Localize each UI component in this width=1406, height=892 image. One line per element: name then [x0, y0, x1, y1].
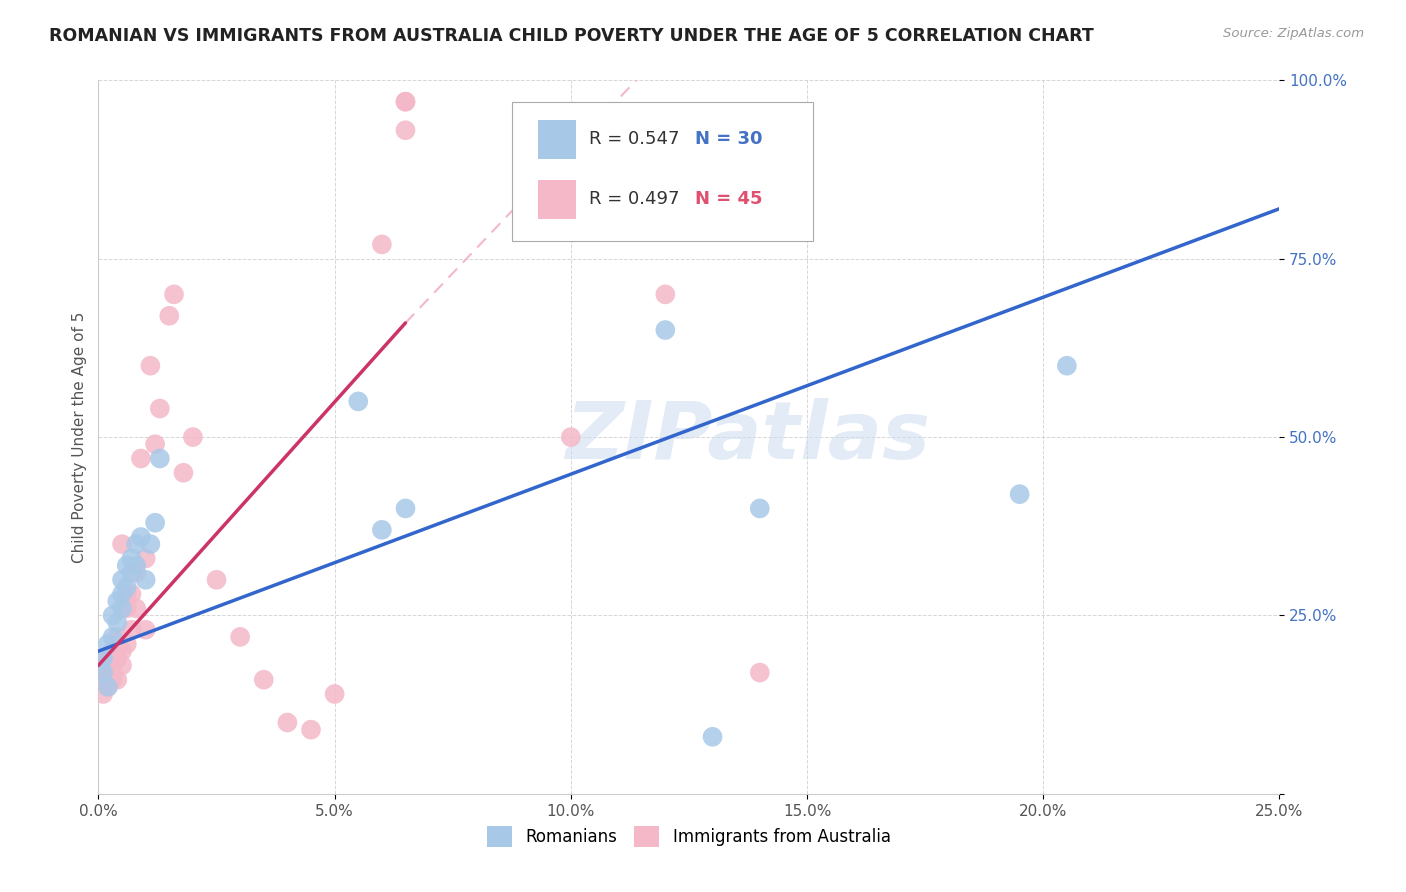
Point [115, 580, 138, 594]
Point [91, 651, 114, 665]
Point [702, 730, 724, 744]
Point [111, 658, 134, 673]
Point [1056, 359, 1078, 373]
Legend: Romanians, Immigrants from Australia: Romanians, Immigrants from Australia [481, 820, 897, 854]
Point [135, 551, 157, 566]
Point [101, 644, 124, 658]
Point [149, 401, 172, 416]
Point [181, 430, 204, 444]
Point [748, 665, 770, 680]
Y-axis label: Child Poverty Under the Age of 5: Child Poverty Under the Age of 5 [72, 311, 87, 563]
Point [299, 723, 322, 737]
FancyBboxPatch shape [512, 102, 813, 241]
Point [97, 651, 120, 665]
Point [323, 687, 346, 701]
Point [115, 558, 138, 573]
Point [371, 523, 394, 537]
Point [111, 537, 134, 551]
Point [253, 673, 276, 687]
Point [101, 608, 124, 623]
Point [135, 623, 157, 637]
Point [101, 630, 124, 644]
Point [125, 537, 148, 551]
Text: Source: ZipAtlas.com: Source: ZipAtlas.com [1223, 27, 1364, 40]
Point [394, 501, 416, 516]
Point [115, 637, 138, 651]
Text: R = 0.547: R = 0.547 [589, 130, 679, 148]
Point [121, 551, 143, 566]
Point [347, 394, 370, 409]
Point [91, 687, 114, 701]
Text: N = 30: N = 30 [695, 130, 762, 148]
Point [105, 615, 128, 630]
Point [394, 123, 416, 137]
Point [105, 673, 128, 687]
Point [654, 323, 676, 337]
Point [1008, 487, 1031, 501]
Point [654, 287, 676, 301]
Point [748, 501, 770, 516]
Point [139, 537, 162, 551]
Point [91, 665, 114, 680]
Point [135, 573, 157, 587]
Point [115, 601, 138, 615]
Point [97, 680, 120, 694]
Point [105, 630, 128, 644]
Point [125, 558, 148, 573]
Point [560, 430, 582, 444]
Point [139, 359, 162, 373]
FancyBboxPatch shape [537, 180, 575, 219]
Point [129, 530, 152, 544]
Point [163, 287, 186, 301]
Point [111, 644, 134, 658]
Point [121, 587, 143, 601]
Point [143, 437, 166, 451]
Point [105, 651, 128, 665]
Text: N = 45: N = 45 [695, 191, 762, 209]
Point [394, 95, 416, 109]
Point [229, 630, 252, 644]
Text: R = 0.497: R = 0.497 [589, 191, 679, 209]
Point [97, 637, 120, 651]
Point [129, 451, 152, 466]
Point [125, 566, 148, 580]
Point [125, 601, 148, 615]
Point [105, 594, 128, 608]
Point [91, 658, 114, 673]
Point [101, 658, 124, 673]
Point [172, 466, 194, 480]
Point [157, 309, 180, 323]
Point [111, 587, 134, 601]
Point [276, 715, 298, 730]
Point [101, 673, 124, 687]
Point [115, 587, 138, 601]
Point [394, 95, 416, 109]
Point [111, 573, 134, 587]
Point [97, 680, 120, 694]
Point [121, 566, 143, 580]
Point [205, 573, 228, 587]
Point [371, 237, 394, 252]
Point [121, 623, 143, 637]
Point [97, 665, 120, 680]
Point [149, 451, 172, 466]
FancyBboxPatch shape [537, 120, 575, 159]
Text: ZIPatlas: ZIPatlas [565, 398, 931, 476]
Text: ROMANIAN VS IMMIGRANTS FROM AUSTRALIA CHILD POVERTY UNDER THE AGE OF 5 CORRELATI: ROMANIAN VS IMMIGRANTS FROM AUSTRALIA CH… [49, 27, 1094, 45]
Point [143, 516, 166, 530]
Point [111, 601, 134, 615]
Point [91, 673, 114, 687]
